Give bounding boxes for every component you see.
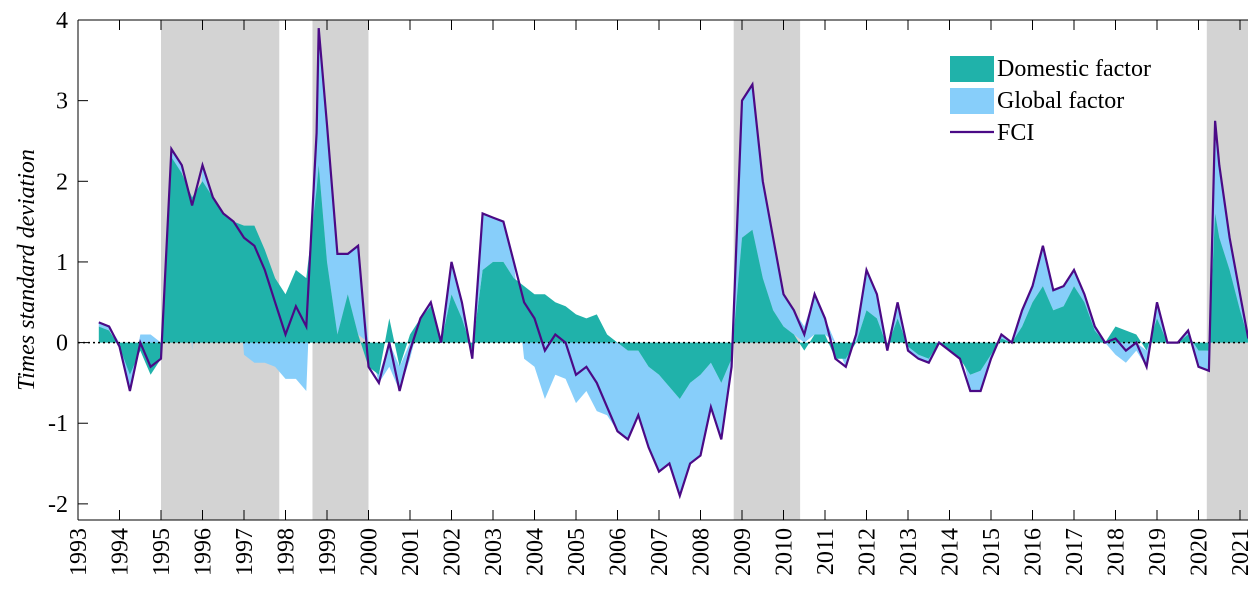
x-tick-label: 2004 [523, 528, 549, 576]
x-tick-label: 2017 [1062, 528, 1088, 576]
legend-label: Domestic factor [997, 56, 1151, 82]
x-tick-label: 2002 [440, 528, 466, 576]
x-tick-label: 1998 [274, 528, 300, 576]
x-tick-label: 2021 [1228, 528, 1248, 576]
x-tick-label: 2010 [772, 528, 798, 576]
x-tick-label: 2007 [647, 528, 673, 576]
x-tick-label: 2001 [398, 528, 424, 576]
y-tick-label: 1 [56, 250, 68, 276]
x-tick-label: 2005 [564, 528, 590, 576]
x-tick-label: 1994 [108, 528, 134, 576]
x-tick-label: 2009 [730, 528, 756, 576]
x-tick-label: 2012 [855, 528, 881, 576]
x-tick-label: 2018 [1104, 528, 1130, 576]
x-tick-label: 2013 [896, 528, 922, 576]
legend-swatch [950, 88, 994, 114]
x-tick-label: 2015 [979, 528, 1005, 576]
x-tick-label: 2016 [1021, 528, 1047, 576]
legend-label: Global factor [997, 88, 1124, 114]
legend-swatch [950, 56, 994, 82]
x-tick-label: 1996 [191, 528, 217, 576]
y-tick-label: -1 [48, 411, 68, 437]
x-tick-label: 1995 [149, 528, 175, 576]
y-axis-label: Times standard deviation [14, 149, 40, 391]
x-tick-label: 2003 [481, 528, 507, 576]
legend-label: FCI [997, 120, 1034, 146]
x-tick-label: 1993 [66, 528, 92, 576]
x-tick-label: 2019 [1145, 528, 1171, 576]
y-tick-label: 0 [56, 331, 68, 357]
x-tick-label: 2006 [606, 528, 632, 576]
x-tick-label: 2011 [813, 528, 839, 575]
x-tick-label: 2014 [938, 528, 964, 576]
area [98, 28, 1248, 496]
x-tick-label: 2000 [357, 528, 383, 576]
y-tick-label: 3 [56, 89, 68, 115]
line [98, 28, 1248, 500]
area [98, 157, 1248, 399]
y-tick-label: -2 [48, 492, 68, 518]
x-tick-label: 2008 [689, 528, 715, 576]
x-tick-label: 2020 [1187, 528, 1213, 576]
y-tick-label: 2 [56, 169, 68, 195]
x-tick-label: 1997 [232, 528, 258, 576]
x-tick-label: 1999 [315, 528, 341, 576]
y-tick-label: 4 [56, 8, 68, 34]
